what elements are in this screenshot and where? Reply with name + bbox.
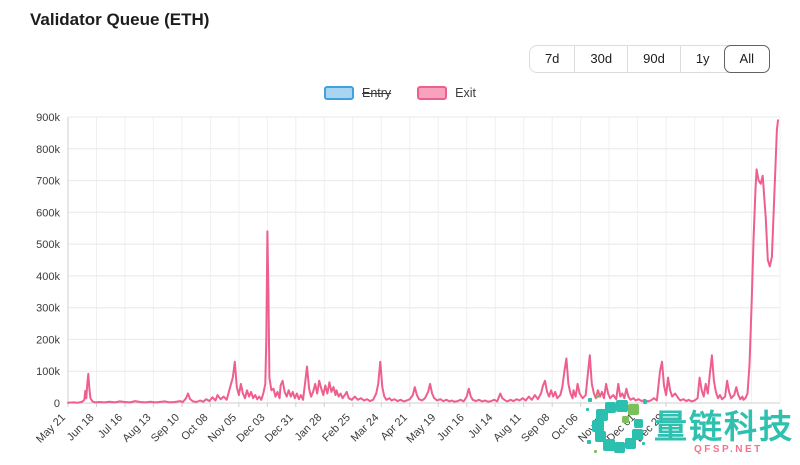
watermark-text: 量链科技 xyxy=(654,408,794,445)
x-tick-label: Sep 08 xyxy=(519,412,552,445)
grid xyxy=(68,116,781,403)
y-tick-label: 700k xyxy=(36,176,60,188)
y-tick-label: 0 xyxy=(54,398,60,410)
x-tick-label: Feb 25 xyxy=(320,412,353,445)
legend-swatch-exit xyxy=(417,86,448,100)
y-tick-label: 900k xyxy=(36,112,60,124)
range-button-90d[interactable]: 90d xyxy=(627,46,680,72)
x-tick-label: Aug 11 xyxy=(491,412,524,445)
range-button-7d[interactable]: 7d xyxy=(529,46,575,72)
x-tick-label: Mar 24 xyxy=(349,412,382,445)
validator-queue-chart[interactable]: 0 100k 200k 300k 400k 500k 600k 700k 800k 900k May… xyxy=(0,103,800,465)
x-tick-label: May 21 xyxy=(34,412,68,446)
watermark: 量链科技 QFSP.NET xyxy=(586,394,798,465)
y-tick-label: 200k xyxy=(36,334,60,346)
series-line-exit xyxy=(67,119,779,404)
y-tick-label: 600k xyxy=(36,207,60,219)
legend-swatch-entry xyxy=(323,86,354,100)
y-tick-label: 300k xyxy=(36,303,60,315)
y-tick-label: 800k xyxy=(36,144,60,156)
x-tick-label: Oct 06 xyxy=(549,412,580,443)
y-tick-label: 100k xyxy=(36,366,60,378)
legend-label: Exit xyxy=(455,86,477,100)
x-tick-label: Jan 28 xyxy=(293,412,325,444)
y-tick-label: 400k xyxy=(36,271,60,283)
range-button-30d[interactable]: 30d xyxy=(574,46,628,72)
x-tick-label: Aug 13 xyxy=(120,412,153,445)
legend: Entry Exit xyxy=(0,86,800,100)
watermark-subtext: QFSP.NET xyxy=(694,444,763,455)
x-tick-label: Oct 08 xyxy=(179,412,210,443)
x-tick-label: May 19 xyxy=(404,412,438,446)
range-button-group: 7d 30d 90d 1y All xyxy=(528,45,770,73)
range-button-all[interactable]: All xyxy=(723,45,770,73)
logo-ring xyxy=(586,395,647,453)
y-tick-label: 500k xyxy=(36,239,60,251)
legend-item-exit[interactable]: Exit xyxy=(417,86,476,100)
legend-item-entry[interactable]: Entry xyxy=(323,86,392,100)
x-tick-label: Dec 31 xyxy=(263,412,296,445)
x-tick-label: Dec 03 xyxy=(234,412,267,445)
y-axis-labels: 0 100k 200k 300k 400k 500k 600k 700k 800k 900k xyxy=(36,112,60,410)
page-title: Validator Queue (ETH) xyxy=(30,10,210,29)
legend-label: Entry xyxy=(361,86,392,100)
x-tick-label: Nov 05 xyxy=(206,412,239,445)
x-tick-label: Jun 18 xyxy=(65,412,97,444)
watermark-logo-icon: 量链科技 QFSP.NET xyxy=(586,395,794,455)
range-button-1y[interactable]: 1y xyxy=(679,46,725,72)
x-tick-label: Jun 16 xyxy=(435,412,467,444)
x-tick-label: Sep 10 xyxy=(149,412,182,445)
